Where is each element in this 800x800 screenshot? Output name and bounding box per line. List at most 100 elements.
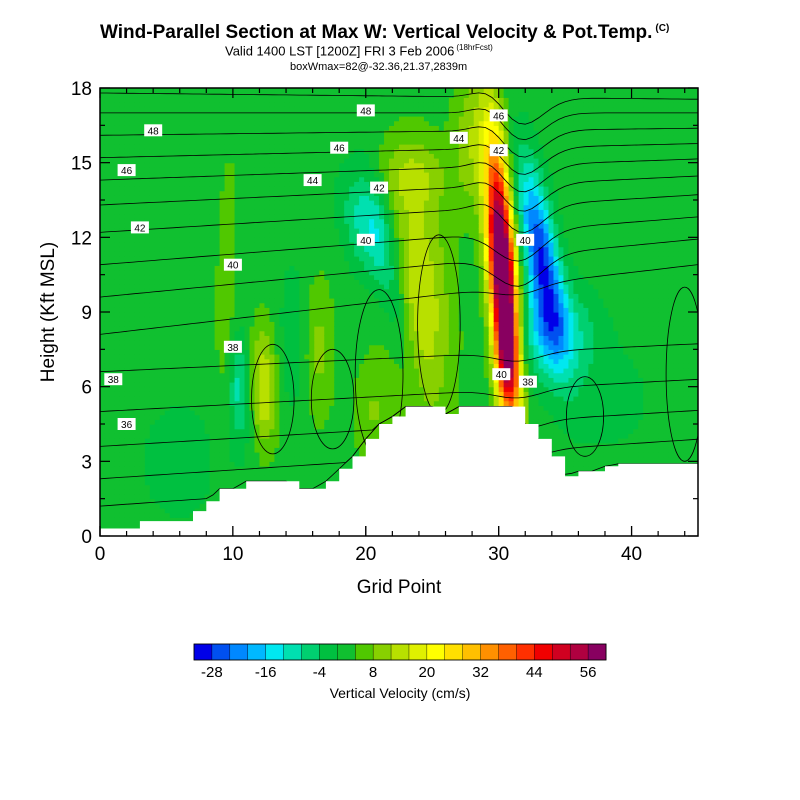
w-cell <box>259 134 266 140</box>
w-cell <box>324 321 330 327</box>
w-cell <box>239 326 246 332</box>
w-cell <box>279 270 285 276</box>
w-cell <box>344 284 350 290</box>
w-cell <box>139 461 146 467</box>
w-cell <box>169 284 176 290</box>
w-cell <box>194 442 201 448</box>
w-cell <box>104 302 111 308</box>
w-cell <box>349 204 355 210</box>
w-cell <box>284 456 290 462</box>
w-cell <box>100 456 106 462</box>
w-cell <box>219 442 226 448</box>
w-cell <box>224 354 231 360</box>
w-cell <box>164 312 171 318</box>
w-cell <box>259 186 266 192</box>
w-cell <box>269 209 276 215</box>
w-cell <box>189 167 196 173</box>
w-cell <box>249 265 256 271</box>
w-cell <box>339 410 345 416</box>
w-cell <box>214 489 221 495</box>
w-cell <box>244 134 251 140</box>
w-cell <box>334 344 340 350</box>
w-cell <box>329 172 335 178</box>
w-cell <box>264 335 271 341</box>
w-cell <box>299 270 305 276</box>
w-cell <box>219 237 226 243</box>
w-cell <box>234 246 241 252</box>
w-cell <box>164 288 171 294</box>
w-cell <box>264 181 271 187</box>
w-cell <box>344 368 350 374</box>
w-cell <box>279 447 285 453</box>
w-cell <box>334 223 340 229</box>
w-cell <box>269 288 276 294</box>
w-cell <box>349 442 355 448</box>
w-cell <box>209 340 216 346</box>
w-cell <box>219 116 226 122</box>
w-cell <box>139 246 146 252</box>
w-cell <box>229 172 236 178</box>
w-cell <box>244 419 251 425</box>
w-cell <box>319 363 325 369</box>
w-cell <box>269 120 276 126</box>
w-cell <box>289 158 295 164</box>
w-cell <box>224 134 231 140</box>
w-cell <box>319 88 325 94</box>
w-cell <box>319 111 325 117</box>
w-cell <box>324 242 330 248</box>
w-cell <box>199 242 206 248</box>
w-cell <box>134 246 141 252</box>
w-cell <box>319 116 325 122</box>
w-cell <box>164 106 171 112</box>
w-cell <box>244 363 251 369</box>
w-cell <box>144 162 151 168</box>
w-cell <box>219 92 226 98</box>
w-cell <box>324 97 330 103</box>
w-cell <box>214 396 221 402</box>
w-cell <box>339 162 345 168</box>
w-cell <box>104 92 111 98</box>
w-cell <box>299 134 305 140</box>
w-cell <box>289 288 295 294</box>
w-cell <box>164 400 171 406</box>
w-cell <box>219 326 226 332</box>
w-cell <box>139 503 146 509</box>
w-cell <box>179 116 186 122</box>
w-cell <box>224 302 231 308</box>
w-cell <box>334 326 340 332</box>
w-cell <box>209 279 216 285</box>
w-cell <box>139 288 146 294</box>
w-cell <box>224 298 231 304</box>
w-cell <box>324 237 330 243</box>
w-cell <box>334 363 340 369</box>
w-cell <box>229 321 236 327</box>
w-cell <box>219 349 226 355</box>
w-cell <box>194 195 201 201</box>
w-cell <box>229 312 236 318</box>
w-cell <box>249 354 256 360</box>
w-cell <box>199 88 206 94</box>
w-cell <box>224 200 231 206</box>
w-cell <box>339 270 345 276</box>
w-cell <box>119 111 126 117</box>
w-cell <box>209 167 216 173</box>
w-cell <box>354 134 360 140</box>
w-cell <box>219 368 226 374</box>
w-cell <box>100 106 106 112</box>
w-cell <box>294 354 300 360</box>
w-cell <box>134 195 141 201</box>
w-cell <box>239 298 246 304</box>
w-cell <box>244 204 251 210</box>
w-cell <box>314 288 320 294</box>
w-cell <box>284 368 290 374</box>
w-cell <box>354 293 360 299</box>
w-cell <box>199 489 206 495</box>
w-cell <box>149 372 156 378</box>
w-cell <box>209 172 216 178</box>
w-cell <box>149 176 156 182</box>
w-cell <box>169 475 176 481</box>
w-cell <box>234 130 241 136</box>
w-cell <box>324 396 330 402</box>
w-cell <box>304 372 310 378</box>
w-cell <box>349 120 355 126</box>
